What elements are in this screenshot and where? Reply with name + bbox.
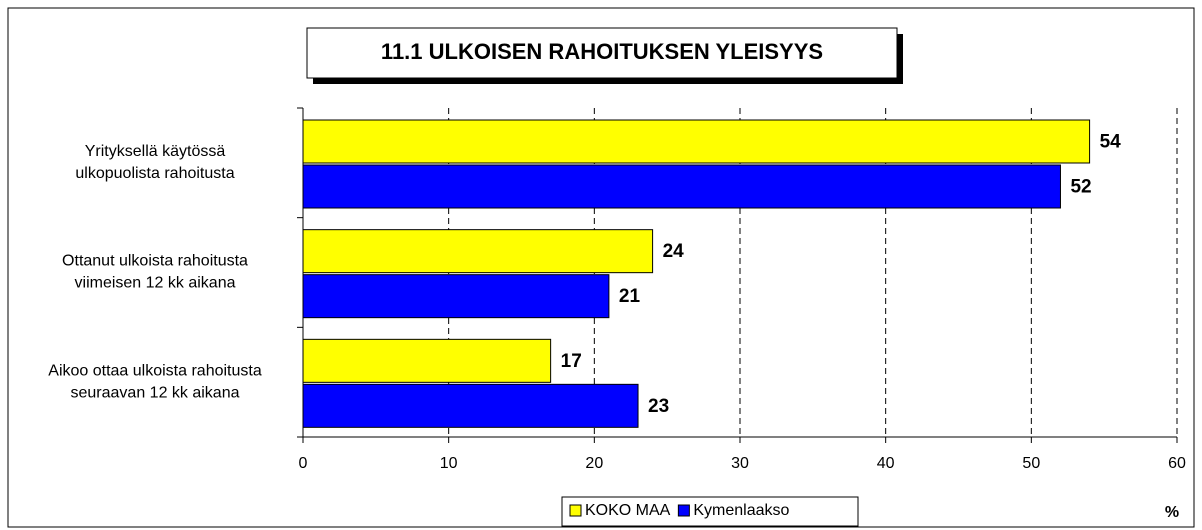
data-label: 21 — [619, 286, 641, 307]
y-tick-label: Aikoo ottaa ulkoista rahoitusta — [48, 362, 262, 379]
legend-swatch — [569, 504, 582, 517]
y-tick-label: seuraavan 12 kk aikana — [71, 384, 240, 401]
legend-label: Kymenlaakso — [693, 502, 789, 519]
data-label: 54 — [1100, 132, 1122, 153]
y-tick-label: Yrityksellä käytössä — [85, 143, 226, 160]
bar — [302, 338, 552, 383]
x-tick-label: 30 — [731, 455, 749, 472]
bar — [302, 164, 1061, 209]
x-tick-label: 40 — [877, 455, 895, 472]
data-label: 17 — [561, 351, 582, 372]
bar — [302, 229, 654, 274]
bar — [302, 383, 639, 428]
x-tick-label: 0 — [299, 455, 308, 472]
chart-title: 11.1 ULKOISEN RAHOITUKSEN YLEISYYS — [381, 39, 823, 64]
bar — [302, 119, 1091, 164]
data-label: 52 — [1070, 177, 1091, 198]
x-tick-label: 60 — [1168, 455, 1186, 472]
legend-box — [561, 496, 859, 527]
x-tick-label: 10 — [440, 455, 458, 472]
y-tick-label: viimeisen 12 kk aikana — [75, 275, 236, 292]
legend-swatch — [677, 504, 690, 517]
x-tick-label: 20 — [585, 455, 603, 472]
bar — [302, 274, 610, 319]
data-label: 23 — [648, 396, 669, 417]
x-axis-label: % — [1165, 504, 1179, 521]
y-tick-label: ulkopuolista rahoitusta — [75, 165, 234, 182]
x-tick-label: 50 — [1022, 455, 1040, 472]
data-label: 24 — [663, 241, 685, 262]
y-tick-label: Ottanut ulkoista rahoitusta — [62, 253, 248, 270]
legend-label: KOKO MAA — [585, 502, 671, 519]
title-box — [306, 27, 898, 79]
